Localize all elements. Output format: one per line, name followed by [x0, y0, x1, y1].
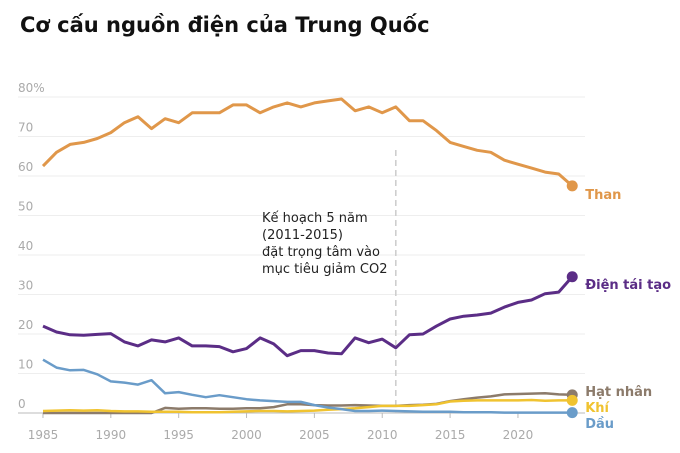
y-tick-label: 80% [18, 81, 45, 95]
y-tick-label: 40 [18, 239, 33, 253]
series-label: Điện tái tạo [585, 278, 671, 293]
chart-title: Cơ cấu nguồn điện của Trung Quốc [20, 13, 430, 37]
end-point [566, 407, 578, 419]
y-tick-label: 70 [18, 121, 33, 135]
y-tick-label: 60 [18, 160, 33, 174]
x-tick-label: 2000 [231, 428, 262, 442]
end-point [566, 180, 578, 192]
annotation: đặt trọng tâm vào [262, 245, 380, 260]
y-tick-label: 50 [18, 200, 33, 214]
x-tick-label: 2005 [299, 428, 330, 442]
series-line [41, 97, 574, 188]
annotation: (2011-2015) [262, 228, 343, 243]
annotation: mục tiêu giảm CO2 [262, 262, 387, 277]
series-label: Than [585, 188, 621, 203]
x-tick-label: 1995 [163, 428, 194, 442]
x-tick-label: 1990 [96, 428, 127, 442]
y-tick-label: 0 [18, 397, 26, 411]
series-line [42, 358, 573, 414]
x-tick-label: 2010 [367, 428, 398, 442]
end-point [566, 394, 578, 406]
x-tick-label: 2015 [435, 428, 466, 442]
series-label: Hạt nhân [585, 385, 652, 400]
end-point [566, 271, 578, 283]
y-tick-label: 30 [18, 279, 33, 293]
series-label: Dầu [585, 417, 614, 432]
annotation: Kế hoạch 5 năm [262, 211, 368, 226]
series-line [42, 398, 573, 414]
y-tick-label: 10 [18, 358, 33, 372]
series-line [42, 275, 574, 358]
y-tick-label: 20 [18, 318, 33, 332]
x-tick-label: 1985 [28, 428, 59, 442]
x-tick-label: 2020 [503, 428, 534, 442]
series-label: Khí [585, 401, 610, 416]
